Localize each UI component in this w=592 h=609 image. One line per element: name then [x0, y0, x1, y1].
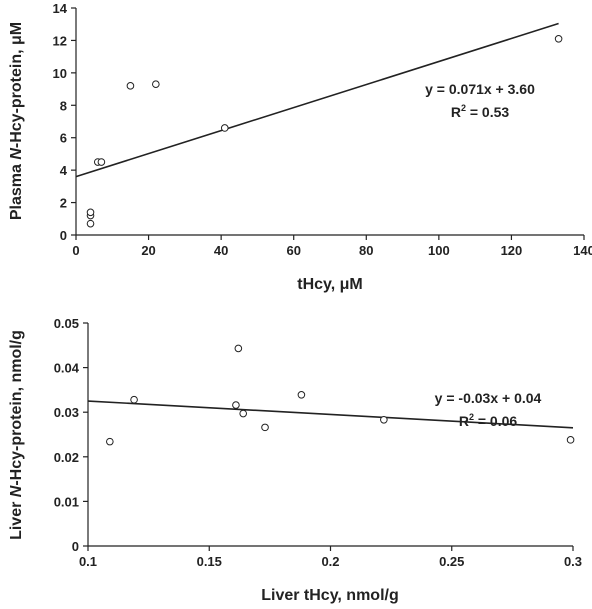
data-point	[239, 409, 247, 418]
x-tick-label: 60	[286, 243, 300, 258]
data-point	[554, 35, 563, 43]
x-tick-label: 140	[573, 243, 592, 258]
regression-equation: y = -0.03x + 0.04	[435, 390, 542, 406]
y-tick-label: 0.01	[54, 494, 79, 509]
x-tick-label: 0.2	[321, 554, 339, 569]
x-axis-label: tHcy, μM	[297, 276, 363, 293]
x-tick-label: 80	[359, 243, 373, 258]
data-point	[234, 344, 243, 353]
data-point	[97, 158, 106, 166]
data-points	[86, 35, 563, 228]
data-point	[261, 423, 269, 432]
r-squared: R2 = 0.06	[459, 412, 518, 429]
x-tick-label: 120	[501, 243, 523, 258]
y-tick-label: 0.04	[54, 361, 80, 376]
y-tick-label: 0.03	[54, 405, 79, 420]
y-tick-label: 0	[60, 228, 67, 243]
data-point	[232, 401, 240, 409]
x-tick-label: 0	[72, 243, 79, 258]
x-tick-label: 0.3	[564, 554, 582, 569]
y-tick-label: 10	[53, 66, 67, 81]
data-point	[86, 208, 95, 217]
r-squared: R2 = 0.53	[451, 103, 510, 120]
data-point	[220, 124, 229, 132]
data-point	[152, 80, 160, 89]
y-axis-label: Liver N-Hcy-protein, nmol/g	[8, 330, 25, 540]
x-tick-label: 0.15	[197, 554, 222, 569]
data-point	[86, 219, 95, 228]
x-ticks: 0 20 40 60 80 100 120 140	[72, 235, 592, 258]
regression-equation: y = 0.071x + 3.60	[425, 81, 535, 97]
y-tick-label: 0.02	[54, 450, 79, 465]
x-tick-label: 0.25	[439, 554, 464, 569]
y-tick-label: 6	[60, 131, 67, 146]
data-point	[126, 82, 135, 90]
data-point	[566, 436, 575, 444]
y-tick-label: 14	[53, 1, 68, 16]
trend-line	[87, 400, 574, 429]
x-ticks: 0.1 0.15 0.2 0.25 0.3	[79, 546, 582, 569]
y-tick-label: 2	[60, 196, 67, 211]
x-axis-label: Liver tHcy, nmol/g	[261, 587, 399, 604]
data-point	[297, 391, 306, 399]
y-tick-label: 12	[53, 33, 67, 48]
y-tick-label: 0	[72, 539, 79, 554]
data-point	[106, 437, 114, 446]
chart-bottom: 0.1 0.15 0.2 0.25 0.3 00.010.020.030.040.05 …	[8, 316, 582, 604]
trend-line	[75, 22, 559, 178]
y-tick-label: 4	[60, 163, 68, 178]
y-tick-label: 8	[60, 98, 67, 113]
x-tick-label: 40	[214, 243, 228, 258]
data-point	[130, 395, 138, 404]
y-tick-label: 0.05	[54, 316, 79, 331]
y-axis-label: Plasma N-Hcy-protein, μM	[8, 22, 25, 220]
data-point	[380, 415, 388, 424]
x-tick-label: 100	[428, 243, 450, 258]
x-tick-label: 20	[141, 243, 155, 258]
y-ticks: 0 0.01 0.02 0.03 0.04 0.05	[54, 316, 88, 554]
x-tick-label: 0.1	[79, 554, 97, 569]
y-ticks: 0 2 4 6 8 10 12 14	[53, 1, 76, 243]
data-points	[106, 344, 575, 446]
